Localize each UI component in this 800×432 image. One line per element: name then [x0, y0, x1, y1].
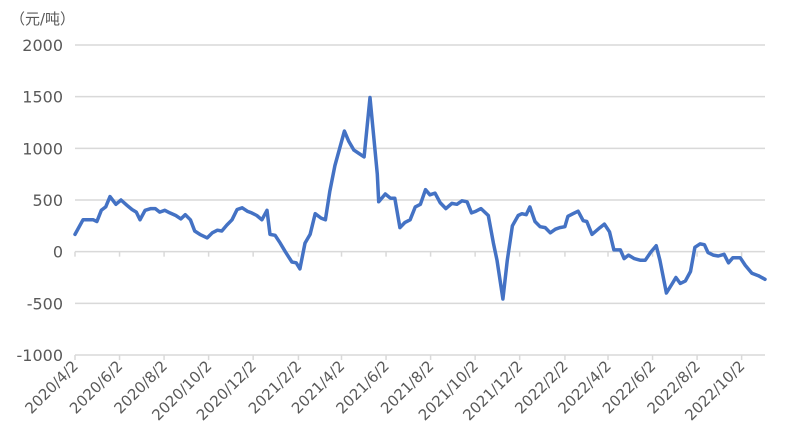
y-tick-label: 1500 [22, 88, 63, 107]
y-tick-label: 1000 [22, 139, 63, 158]
y-tick-label: -500 [27, 294, 63, 313]
y-tick-label: 500 [32, 191, 63, 210]
series-line [73, 95, 767, 301]
y-tick-label: 0 [53, 243, 63, 262]
y-tick-label: 2000 [22, 36, 63, 55]
y-tick-label: -1000 [17, 346, 64, 365]
y-axis-unit-label: （元/吨） [10, 10, 76, 28]
